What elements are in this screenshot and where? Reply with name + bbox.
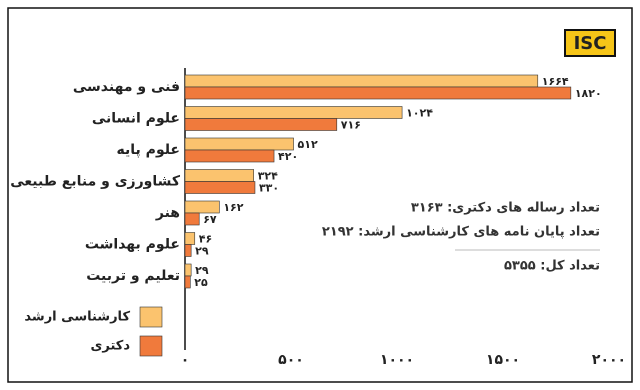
logo-box <box>564 29 616 57</box>
category-label: کشاورزی و منابع طبیعی <box>10 174 181 190</box>
legend-swatch <box>139 335 163 357</box>
bar <box>184 74 539 88</box>
legend-label: دکتری <box>90 339 130 354</box>
value-label: ۱۰۲۴ <box>406 107 433 120</box>
bar <box>184 200 220 214</box>
bar <box>184 181 256 194</box>
value-label: ۳۲۴ <box>258 170 278 183</box>
bar <box>184 232 196 245</box>
category-label: علوم پایه <box>117 142 180 158</box>
legend-swatch <box>139 306 163 328</box>
bar <box>184 275 191 289</box>
annotation: تعداد پایان نامه های کارشناسی ارشد: ۲۱۹۲ <box>322 225 600 240</box>
value-label: ۶۷ <box>203 213 217 226</box>
value-label: ۱۶۲ <box>223 201 243 214</box>
value-label: ۲۹ <box>195 245 209 258</box>
category-label: علوم بهداشت <box>85 237 180 253</box>
bar <box>184 86 572 100</box>
logo: ISC <box>574 33 607 54</box>
value-label: ۳۳۰ <box>259 182 279 195</box>
x-tick-label: ۱۰۰۰ <box>380 352 414 368</box>
category-label: علوم انسانی <box>92 111 180 127</box>
bar <box>184 212 200 226</box>
value-label: ۱۸۲۰ <box>575 87 602 100</box>
annotation: تعداد کل: ۵۳۵۵ <box>504 259 600 274</box>
bar <box>184 244 192 257</box>
value-label: ۲۹ <box>195 264 209 277</box>
category-label: تعلیم و تربیت <box>86 268 180 284</box>
legend-label: کارشناسی ارشد <box>24 310 130 325</box>
category-label: هنر <box>155 205 180 221</box>
bar <box>184 169 254 182</box>
value-label: ۴۲۰ <box>278 150 298 163</box>
bar <box>184 118 338 131</box>
bar <box>184 137 294 151</box>
value-label: ۱۶۶۴ <box>542 75 569 88</box>
category-label: فنی و مهندسی <box>73 79 180 95</box>
frame <box>7 7 633 383</box>
x-tick-label: ۰ <box>181 352 190 368</box>
value-label: ۴۶ <box>199 233 212 246</box>
value-label: ۲۵ <box>194 276 208 289</box>
bar <box>184 263 192 277</box>
bar <box>184 149 275 163</box>
x-tick-label: ۱۵۰۰ <box>486 352 520 368</box>
value-label: ۷۱۶ <box>341 119 361 132</box>
annotation: تعداد رساله های دکتری: ۳۱۶۳ <box>411 201 600 216</box>
value-label: ۵۱۲ <box>298 138 318 151</box>
x-tick-label: ۲۰۰۰ <box>592 352 626 368</box>
bar <box>184 106 403 119</box>
x-tick-label: ۵۰۰ <box>278 352 304 368</box>
